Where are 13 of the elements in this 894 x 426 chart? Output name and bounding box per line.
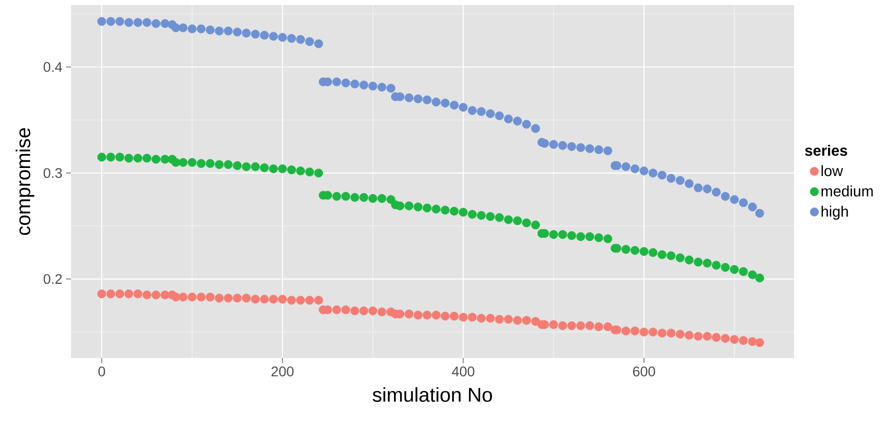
x-tick-label: 200: [272, 366, 294, 376]
legend-label: low: [822, 165, 844, 176]
x-tick-label: 400: [452, 366, 474, 376]
y-tick-label: 0.2: [44, 274, 62, 284]
y-axis-title: compromise: [16, 128, 34, 235]
legend-label: high: [822, 206, 848, 220]
x-tick-label: 600: [633, 366, 656, 376]
x-tick-label: 0: [98, 366, 106, 376]
x-axis-title: simulation No: [372, 387, 492, 402]
legend-label: medium: [822, 185, 873, 196]
y-tick-label: 0.4: [44, 62, 62, 72]
y-tick-label: 0.3: [44, 168, 62, 178]
legend-title: series: [805, 144, 848, 156]
